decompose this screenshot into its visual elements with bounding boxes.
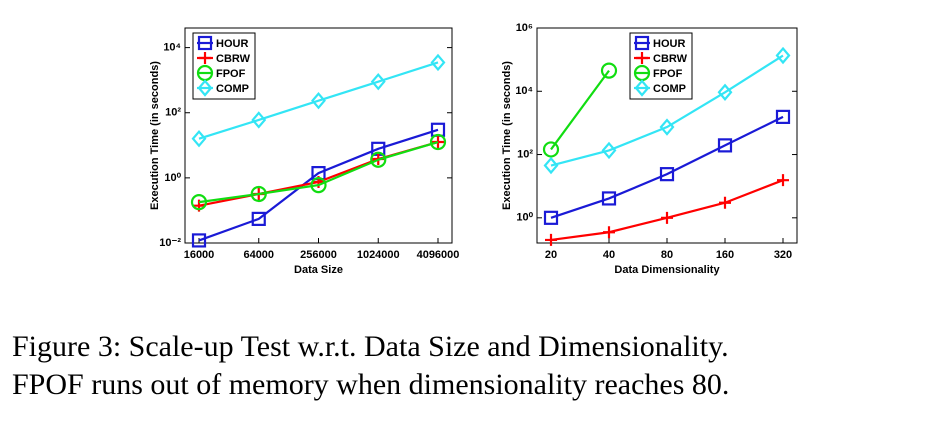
legend-marker (634, 35, 650, 51)
legend-label: CBRW (653, 53, 688, 65)
x-tick-label: 1024000 (357, 249, 400, 261)
marker (601, 141, 617, 160)
y-tick-label: 10⁴ (515, 85, 533, 97)
series-line (550, 54, 784, 167)
x-tick-label: 20 (545, 249, 557, 261)
y-axis-label: Execution Time (in seconds) (149, 61, 161, 210)
y-tick-label: 10⁰ (164, 172, 181, 184)
legend-marker (634, 79, 650, 97)
series-line (550, 179, 784, 242)
marker (601, 191, 617, 206)
legend-label: HOUR (653, 38, 685, 50)
marker (250, 185, 267, 203)
y-tick-label: 10² (517, 148, 533, 160)
legend-marker (199, 52, 211, 64)
x-axis-label: Data Dimensionality (614, 264, 720, 276)
x-tick-label: 40 (603, 249, 615, 261)
legend-label: COMP (216, 83, 249, 95)
marker (543, 156, 559, 175)
y-axis-label: Execution Time (in seconds) (501, 61, 513, 210)
series-line (198, 128, 439, 242)
legend-marker (636, 52, 648, 64)
caption-line: FPOF runs out of memory when dimensional… (12, 368, 729, 401)
caption-line: Figure 3: Scale-up Test w.r.t. Data Size… (12, 330, 729, 363)
x-tick-label: 320 (774, 249, 792, 261)
y-tick-label: 10⁰ (516, 212, 533, 224)
x-tick-label: 16000 (184, 249, 215, 261)
marker (661, 211, 673, 224)
x-axis-label: Data Size (294, 264, 343, 276)
legend-marker (197, 35, 213, 51)
series-line (198, 140, 439, 204)
legend-label: HOUR (216, 38, 248, 50)
marker (717, 83, 733, 101)
marker (370, 151, 387, 168)
y-tick-label: 10⁻² (159, 237, 181, 249)
x-tick-label: 160 (716, 249, 734, 261)
x-tick-label: 64000 (243, 249, 274, 261)
x-tick-label: 256000 (300, 249, 337, 261)
marker (719, 196, 731, 209)
marker (429, 133, 447, 151)
marker (775, 46, 791, 65)
marker (775, 109, 791, 124)
legend-marker (197, 79, 213, 97)
legend-label: CBRW (216, 53, 251, 65)
marker (777, 174, 789, 187)
y-tick-label: 10⁶ (516, 22, 533, 34)
marker (659, 118, 675, 136)
legend-label: FPOF (653, 68, 683, 80)
y-tick-label: 10⁴ (163, 42, 181, 54)
marker (190, 194, 208, 211)
series-line (550, 69, 610, 151)
legend-label: FPOF (216, 68, 246, 80)
marker (543, 210, 559, 225)
marker (310, 176, 327, 194)
y-tick-label: 10² (165, 107, 181, 119)
marker (430, 53, 446, 72)
marker (251, 111, 267, 129)
marker (251, 211, 266, 226)
marker (311, 91, 326, 110)
marker (191, 233, 207, 248)
series-line (198, 61, 439, 140)
marker (717, 138, 733, 153)
x-tick-label: 80 (661, 249, 673, 261)
marker (542, 141, 560, 158)
marker (545, 233, 557, 246)
marker (600, 62, 618, 79)
marker (659, 167, 675, 182)
marker (370, 72, 386, 91)
legend-label: COMP (653, 83, 686, 95)
series-line (550, 115, 784, 219)
x-tick-label: 4096000 (417, 249, 460, 261)
marker (191, 129, 207, 148)
marker (603, 226, 615, 239)
